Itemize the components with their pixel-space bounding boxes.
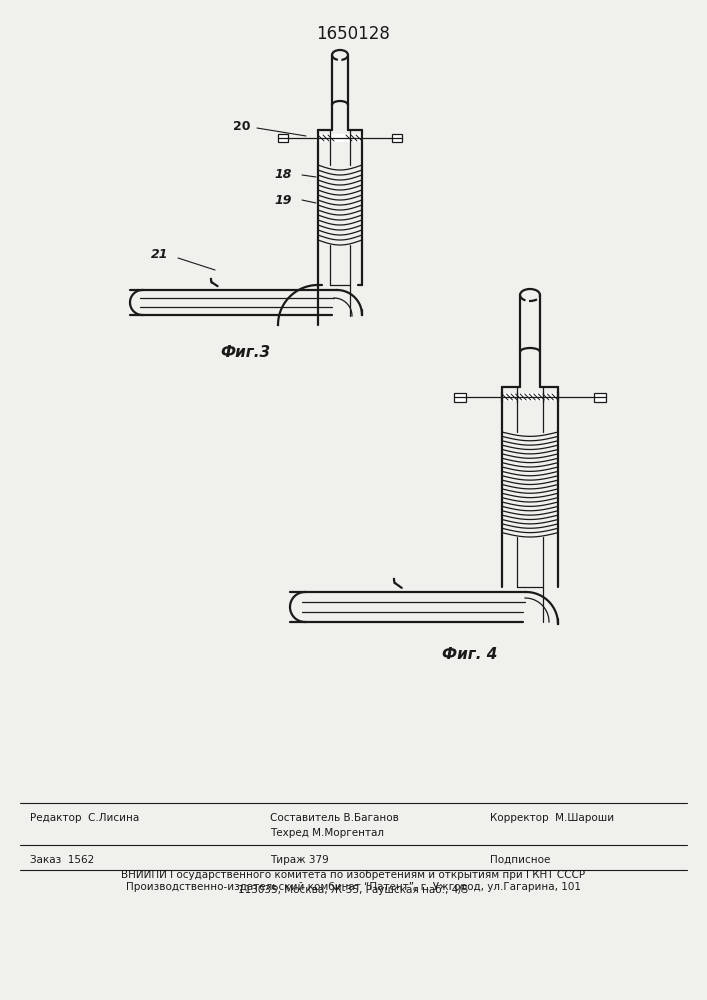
Text: 1650128: 1650128	[316, 25, 390, 43]
Text: Техред М.Моргентал: Техред М.Моргентал	[270, 828, 384, 838]
Bar	[316, 134, 364, 142]
Text: Тираж 379: Тираж 379	[270, 855, 329, 865]
Text: 113035, Москва, Ж-35, Раушская наб., 4/5: 113035, Москва, Ж-35, Раушская наб., 4/5	[238, 885, 468, 895]
Bar	[392, 134, 402, 142]
Text: Заказ  1562: Заказ 1562	[30, 855, 94, 865]
Bar	[278, 134, 288, 142]
Text: Составитель В.Баганов: Составитель В.Баганов	[270, 813, 399, 823]
Text: Корректор  М.Шароши: Корректор М.Шароши	[490, 813, 614, 823]
Text: 21: 21	[151, 248, 169, 261]
Text: 20: 20	[233, 119, 250, 132]
Text: ВНИИПИ Государственного комитета по изобретениям и открытиям при ГКНТ СССР: ВНИИПИ Государственного комитета по изоб…	[121, 870, 585, 880]
Bar	[594, 392, 606, 401]
Text: Фиг. 4: Фиг. 4	[443, 647, 498, 662]
Text: Подписное: Подписное	[490, 855, 550, 865]
Text: Производственно-издательский комбинат “Патент”, г. Ужгород, ул.Гагарина, 101: Производственно-издательский комбинат “П…	[126, 882, 580, 892]
Text: 19: 19	[274, 194, 292, 207]
Text: Фиг.3: Фиг.3	[220, 345, 270, 360]
Text: 18: 18	[274, 168, 292, 182]
Text: Редактор  С.Лисина: Редактор С.Лисина	[30, 813, 139, 823]
Bar	[502, 393, 558, 401]
Bar	[454, 392, 466, 401]
